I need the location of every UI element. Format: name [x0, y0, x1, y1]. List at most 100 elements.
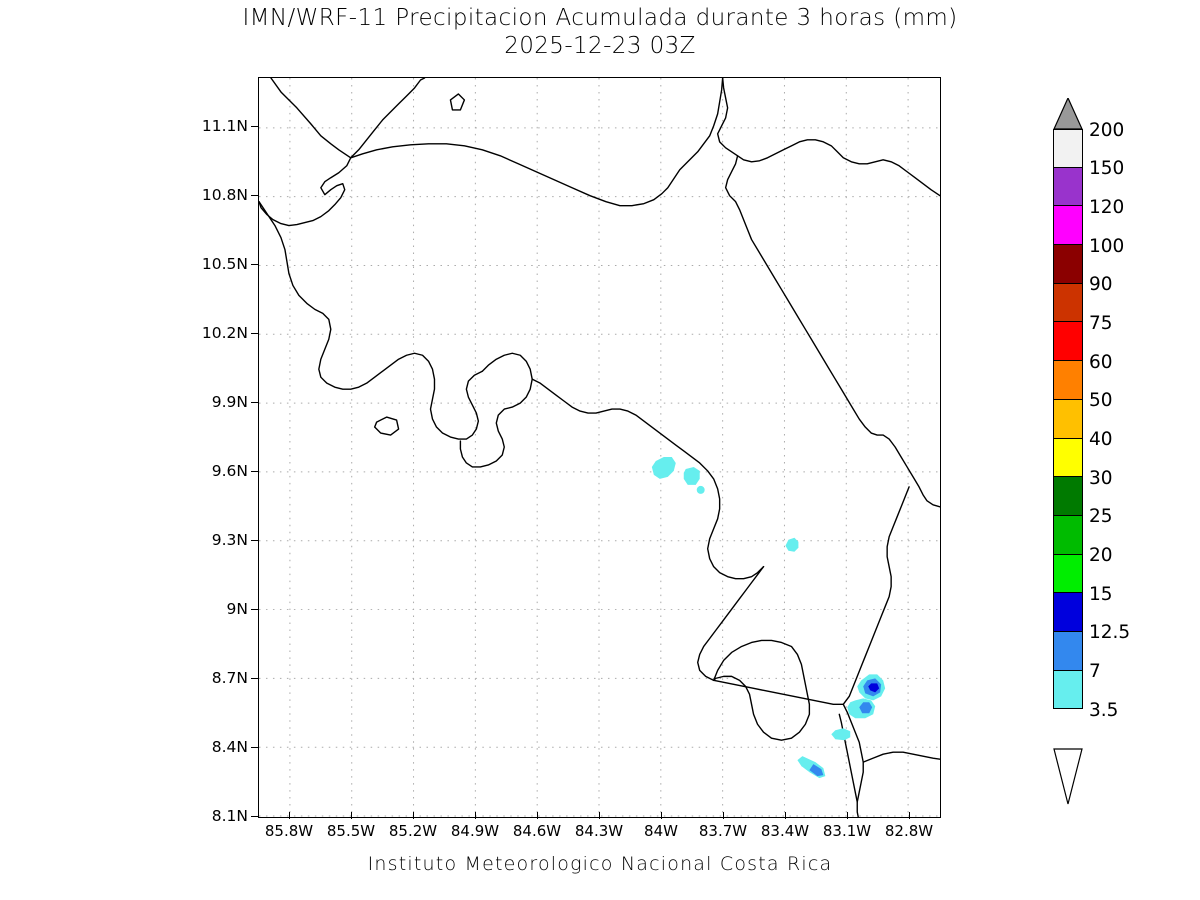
map-canvas — [259, 78, 940, 817]
x-tick-label: 83.1W — [822, 822, 872, 840]
precipitation-overlay — [651, 456, 886, 779]
border-nicaragua-north — [350, 78, 426, 159]
colorbar-overflow-arrow-bottom — [1053, 748, 1083, 805]
coast-caribbean-south — [724, 155, 940, 508]
x-tick-mark — [475, 812, 476, 819]
x-tick-label: 84.3W — [574, 822, 624, 840]
footer-credit: Instituto Meteorologico Nacional Costa R… — [367, 853, 833, 875]
colorbar-tick-label: 75 — [1089, 313, 1113, 334]
x-tick-label: 83.7W — [698, 822, 748, 840]
x-tick-label: 84.9W — [450, 822, 500, 840]
colorbar-band — [1053, 593, 1083, 632]
y-tick-label: 9.6N — [211, 462, 248, 480]
coast-panama-south — [862, 751, 940, 763]
colorbar-tick-label: 30 — [1089, 468, 1113, 489]
y-tick-label: 8.4N — [211, 738, 248, 756]
map-plot-area — [258, 77, 941, 818]
y-tick-mark — [251, 609, 258, 610]
colorbar-band — [1053, 167, 1083, 207]
coast-osa-approach — [697, 565, 844, 706]
colorbar-band — [1053, 361, 1083, 400]
title-line-2: 2025-12-23 03Z — [504, 33, 696, 59]
y-tick-label: 8.7N — [211, 669, 248, 687]
colorbar-band — [1053, 515, 1083, 555]
coast-golfo-dulce — [842, 486, 910, 706]
precip-cell-caribbean-mid — [683, 466, 700, 485]
colorbar-overflow-arrow-top — [1053, 98, 1083, 130]
colorbar-tick-label: 15 — [1089, 584, 1113, 605]
y-tick-mark — [251, 126, 258, 127]
y-tick-mark — [251, 747, 258, 748]
precip-cell-golfito — [831, 728, 851, 741]
colorbar-band — [1053, 554, 1083, 594]
coast-central-pacific — [531, 378, 765, 580]
y-tick-mark — [251, 540, 258, 541]
colorbar-band — [1053, 631, 1083, 671]
y-tick-label: 9.3N — [211, 531, 248, 549]
x-tick-mark — [413, 812, 414, 819]
colorbar-band — [1053, 283, 1083, 323]
colorbar-band — [1053, 322, 1083, 362]
x-tick-mark — [847, 812, 848, 819]
colorbar-tick-label: 60 — [1089, 352, 1113, 373]
y-tick-label: 9N — [226, 600, 248, 618]
coast-northwest — [259, 78, 352, 227]
coast-caribbean — [716, 78, 940, 197]
y-tick-mark — [251, 264, 258, 265]
colorbar-tick-label: 90 — [1089, 274, 1113, 295]
x-tick-label: 84W — [644, 822, 678, 840]
y-tick-mark — [251, 471, 258, 472]
colorbar-band — [1053, 206, 1083, 246]
coast-panama-inner — [838, 713, 858, 803]
x-tick-mark — [661, 812, 662, 819]
colorbar-band — [1053, 245, 1083, 284]
x-tick-mark — [909, 812, 910, 819]
chart-title: IMN/WRF-11 Precipitacion Acumulada duran… — [0, 4, 1200, 60]
precip-cell-caribbean-west — [651, 456, 676, 479]
gridlines — [259, 78, 940, 817]
osa-peninsula — [712, 639, 811, 741]
x-tick-label: 85.2W — [388, 822, 438, 840]
colorbar-tick-label: 200 — [1089, 120, 1125, 141]
island-nicoya — [373, 416, 400, 436]
y-tick-mark — [251, 333, 258, 334]
x-tick-mark — [351, 812, 352, 819]
x-tick-label: 82.8W — [884, 822, 934, 840]
colorbar-tick-label: 40 — [1089, 429, 1113, 450]
colorbar-band — [1053, 129, 1083, 168]
gulf-of-nicoya — [459, 352, 533, 468]
y-tick-label: 10.8N — [201, 186, 248, 204]
x-tick-mark — [599, 812, 600, 819]
x-tick-mark — [723, 812, 724, 819]
colorbar-tick-label: 20 — [1089, 545, 1113, 566]
colorbar-tick-label: 120 — [1089, 197, 1125, 218]
y-tick-mark — [251, 402, 258, 403]
y-tick-label: 10.5N — [201, 255, 248, 273]
coast-guanacaste — [259, 200, 484, 440]
x-tick-label: 85.5W — [326, 822, 376, 840]
x-tick-label: 84.6W — [512, 822, 562, 840]
lake-island — [449, 93, 466, 111]
colorbar-tick-label: 50 — [1089, 390, 1113, 411]
precip-cell-panama-band — [847, 698, 876, 719]
colorbar-tick-label: 25 — [1089, 506, 1113, 527]
colorbar-bands — [1053, 129, 1083, 748]
y-tick-mark — [251, 195, 258, 196]
colorbar-band — [1053, 477, 1083, 516]
y-tick-label: 10.2N — [201, 324, 248, 342]
colorbar-tick-label: 7 — [1089, 661, 1101, 682]
x-tick-mark — [537, 812, 538, 819]
colorbar-tick-label: 3.5 — [1089, 700, 1119, 721]
y-tick-label: 9.9N — [211, 393, 248, 411]
colorbar-tick-label: 100 — [1089, 236, 1125, 257]
y-tick-mark — [251, 678, 258, 679]
title-line-1: IMN/WRF-11 Precipitacion Acumulada duran… — [242, 5, 958, 31]
coastline-paths — [259, 78, 940, 817]
precip-cell-caribbean-south — [785, 537, 799, 552]
precip-cell-caribbean-small — [696, 485, 705, 494]
x-tick-label: 83.4W — [760, 822, 810, 840]
precip-cell-coast-south — [797, 756, 826, 779]
border-san-juan — [350, 78, 724, 207]
y-tick-mark — [251, 816, 258, 817]
x-tick-mark — [785, 812, 786, 819]
